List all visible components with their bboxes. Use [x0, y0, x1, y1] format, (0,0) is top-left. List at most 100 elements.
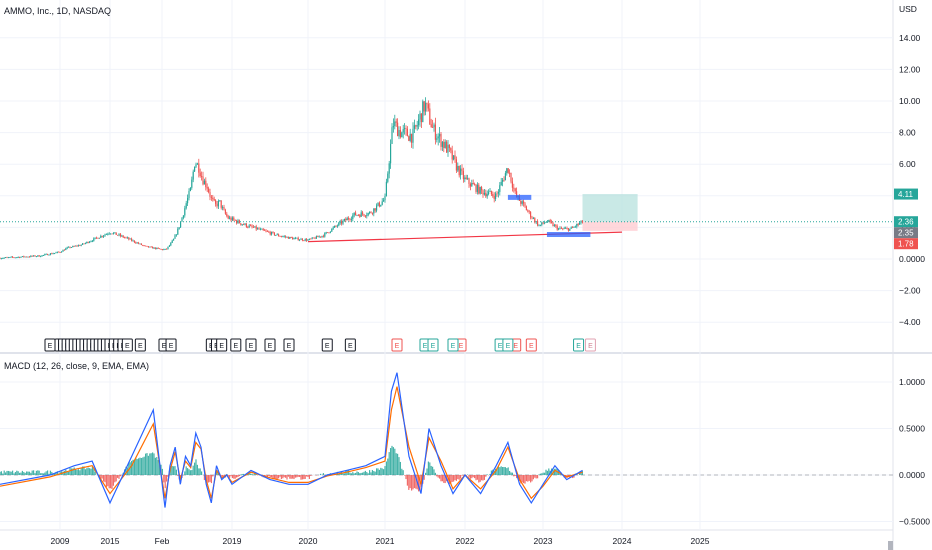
- earnings-marker: E: [283, 338, 295, 352]
- macd-histogram-bar: [286, 475, 288, 480]
- macd-histogram-bar: [254, 472, 256, 475]
- macd-histogram-bar: [476, 475, 478, 480]
- candle-body: [483, 192, 485, 195]
- macd-histogram-bar: [485, 475, 487, 477]
- macd-histogram-bar: [129, 462, 131, 475]
- macd-histogram-bar: [402, 470, 404, 475]
- macd-histogram-bar: [308, 475, 310, 480]
- candle-body: [262, 228, 264, 231]
- macd-histogram-bar: [139, 457, 141, 475]
- macd-histogram-bar: [306, 475, 308, 477]
- macd-histogram-bar: [243, 473, 245, 475]
- candle-body: [86, 241, 88, 243]
- macd-histogram-bar: [114, 475, 116, 483]
- macd-histogram-bar: [292, 475, 294, 479]
- earnings-beat-marker-letter: E: [506, 343, 511, 350]
- candle-body: [334, 225, 336, 228]
- candle-body: [213, 198, 215, 201]
- candle-body: [460, 168, 462, 176]
- macd-histogram-bar: [514, 475, 516, 476]
- candle-body: [280, 236, 282, 238]
- candle-body: [327, 232, 329, 234]
- time-axis-label: 2015: [101, 536, 120, 546]
- candle-body: [40, 256, 42, 258]
- candle-body: [171, 240, 173, 243]
- macd-histogram-bar: [366, 472, 368, 475]
- macd-histogram-bar: [66, 471, 68, 475]
- candle-body: [315, 236, 317, 239]
- price-axis-label: 8.00: [899, 128, 916, 138]
- earnings-beat-marker-box: [573, 338, 585, 352]
- candle-body: [318, 236, 320, 238]
- candle-body: [173, 238, 175, 241]
- candle-body: [139, 243, 141, 245]
- earnings-miss-marker-letter: E: [513, 343, 518, 350]
- candle-body: [66, 247, 68, 249]
- candle-body: [562, 228, 564, 230]
- candle-body: [244, 223, 246, 225]
- macd-histogram-bar: [383, 469, 385, 475]
- candle-body: [332, 227, 334, 229]
- earnings-marker-box: [216, 338, 228, 352]
- macd-histogram-bar: [412, 475, 414, 490]
- candle-body: [261, 228, 263, 230]
- candle-body: [374, 208, 376, 211]
- macd-histogram-bar: [133, 459, 135, 475]
- candle-body: [142, 244, 144, 246]
- macd-histogram-bar: [353, 473, 355, 475]
- candle-body: [576, 223, 578, 227]
- price-tag-box: [894, 227, 918, 239]
- candle-body: [175, 234, 177, 236]
- macd-histogram-bar: [360, 472, 362, 475]
- macd-histogram-bar: [118, 475, 120, 479]
- candle-body: [3, 257, 5, 259]
- candle-body: [457, 165, 459, 171]
- price-tag-label: 4.11: [898, 190, 914, 199]
- candle-body: [230, 217, 232, 221]
- candle-body: [321, 235, 323, 237]
- macd-histogram-bar: [371, 470, 373, 475]
- time-scale-handle[interactable]: [888, 541, 893, 550]
- candle-body: [479, 187, 481, 194]
- candle-body: [125, 237, 127, 239]
- macd-histogram-bar: [216, 470, 218, 475]
- macd-histogram-bar: [111, 475, 113, 489]
- candle-body: [451, 150, 453, 160]
- macd-histogram-bar: [482, 475, 484, 481]
- candle-body: [437, 136, 439, 139]
- macd-histogram-bar: [174, 466, 176, 475]
- candle-body: [472, 183, 474, 185]
- candle-body: [16, 257, 18, 259]
- macd-histogram-bar: [229, 475, 231, 478]
- macd-histogram: [0, 445, 583, 492]
- macd-histogram-bar: [534, 475, 536, 478]
- candle-body: [521, 201, 523, 204]
- macd-histogram-bar: [51, 471, 53, 475]
- macd-histogram-bar: [496, 467, 498, 475]
- macd-histogram-bar: [385, 461, 387, 475]
- macd-histogram-bar: [40, 473, 42, 475]
- candle-body: [62, 249, 64, 252]
- macd-histogram-bar: [296, 475, 298, 478]
- candle-body: [119, 234, 121, 237]
- time-axis-label: 2020: [299, 536, 318, 546]
- candle-body: [392, 126, 394, 128]
- candle-body: [481, 187, 483, 191]
- candle-body: [24, 256, 26, 258]
- candle-body: [219, 200, 221, 202]
- macd-histogram-bar: [152, 452, 154, 475]
- earnings-marker-letter: E: [287, 343, 292, 350]
- macd-histogram-bar: [17, 471, 19, 475]
- candle-body: [0, 258, 2, 260]
- time-axis-label: 2022: [456, 536, 475, 546]
- earnings-marker-box: [165, 338, 177, 352]
- macd-histogram-bar: [285, 475, 287, 478]
- candle-body: [115, 232, 117, 235]
- macd-histogram-bar: [304, 475, 306, 479]
- earnings-marker-box: [283, 338, 295, 352]
- candle-body: [275, 234, 277, 236]
- candle-body: [157, 247, 159, 249]
- macd-histogram-bar: [112, 475, 114, 486]
- macd-histogram-bar: [87, 467, 89, 475]
